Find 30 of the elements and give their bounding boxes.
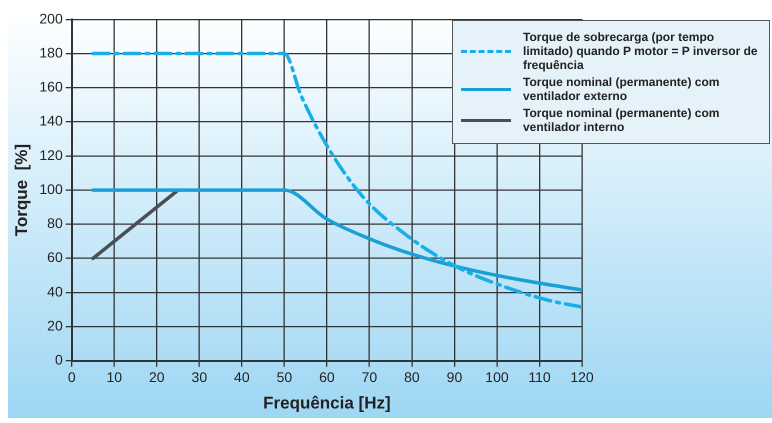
- x-axis-title: Frequência [Hz]: [263, 393, 391, 412]
- y-tick-label: 0: [54, 352, 63, 368]
- y-tick-label: 180: [39, 44, 63, 60]
- line-series: [91, 188, 582, 292]
- x-tick-label: 40: [234, 369, 250, 386]
- x-tick-label: 10: [106, 369, 122, 386]
- x-tick-label: 20: [149, 369, 165, 386]
- x-tick-label: 70: [362, 369, 378, 386]
- y-tick-label: 80: [47, 215, 63, 232]
- y-tick-label: 20: [47, 318, 63, 334]
- legend-label: Torque nominal (permanente) com ventilador interno: [523, 106, 720, 134]
- y-tick-label: 60: [47, 249, 63, 266]
- legend-label: Torque nominal (permanente) com ventilador externo: [523, 75, 720, 103]
- x-tick-label: 100: [485, 369, 509, 386]
- x-tick-label: 90: [446, 369, 462, 386]
- y-tick-label: 100: [39, 180, 63, 197]
- legend-label: Torque de sobrecarga (por tempo limitado) quando P motor = P inversor de frequência: [523, 30, 759, 72]
- x-tick-label: 60: [319, 369, 335, 386]
- x-tick-label: 30: [192, 369, 208, 386]
- y-tick-label: 200: [39, 10, 63, 26]
- x-tick-label: 110: [528, 369, 551, 386]
- x-tick-label: 50: [276, 369, 292, 386]
- y-axis-title: Torque [%]: [12, 144, 31, 236]
- y-tick-label: 40: [47, 283, 63, 300]
- y-tick-label: 140: [39, 112, 63, 129]
- y-tick-label: 120: [39, 146, 63, 163]
- x-tick-label: 80: [404, 369, 420, 386]
- x-tick-label: 0: [68, 369, 76, 386]
- y-tick-label: 160: [39, 78, 63, 95]
- x-tick-label: 120: [570, 369, 594, 386]
